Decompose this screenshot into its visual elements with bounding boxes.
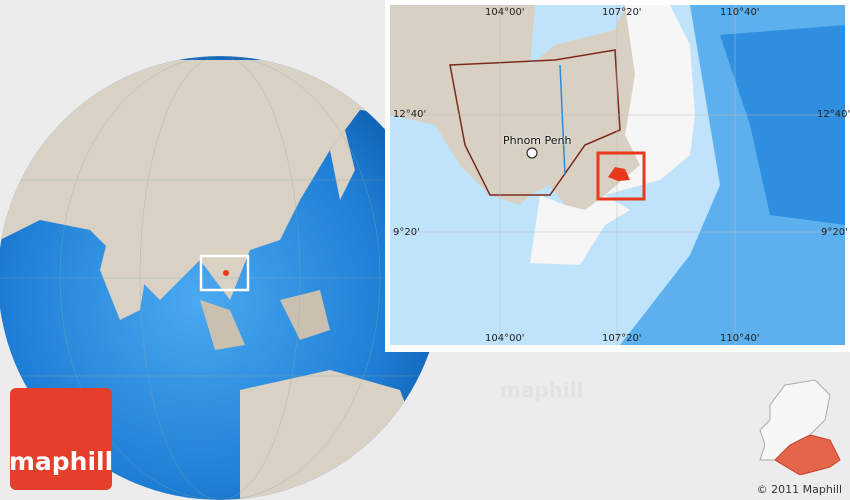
maphill-logo[interactable]: maphill [9, 388, 113, 490]
region-highlight [608, 167, 630, 181]
locator-box [199, 254, 250, 292]
capital-icon [526, 147, 538, 159]
capital-label: Phnom Penh [503, 134, 572, 147]
lon-label-bottom: 104°00' [485, 333, 525, 344]
locator-dot [223, 270, 229, 276]
lat-label-right: 12°40' [817, 109, 850, 120]
watermark: maphill [500, 378, 584, 402]
inset-map: 104°00' 107°20' 110°40' 104°00' 107°20' … [385, 0, 850, 352]
globe-map [0, 56, 442, 500]
inset-map-canvas [390, 5, 845, 345]
region-highlight-box [596, 151, 646, 201]
lon-label-bottom: 110°40' [720, 333, 760, 344]
region-shape [759, 379, 841, 475]
lat-label-left: 12°40' [393, 109, 427, 120]
lon-label-top: 104°00' [485, 7, 525, 18]
lon-label-top: 107°20' [602, 7, 642, 18]
lat-label-left: 9°20' [393, 227, 420, 238]
lon-label-bottom: 107°20' [602, 333, 642, 344]
lon-label-top: 110°40' [720, 7, 760, 18]
copyright: © 2011 Maphill [756, 483, 842, 496]
lat-label-right: 9°20' [821, 227, 848, 238]
